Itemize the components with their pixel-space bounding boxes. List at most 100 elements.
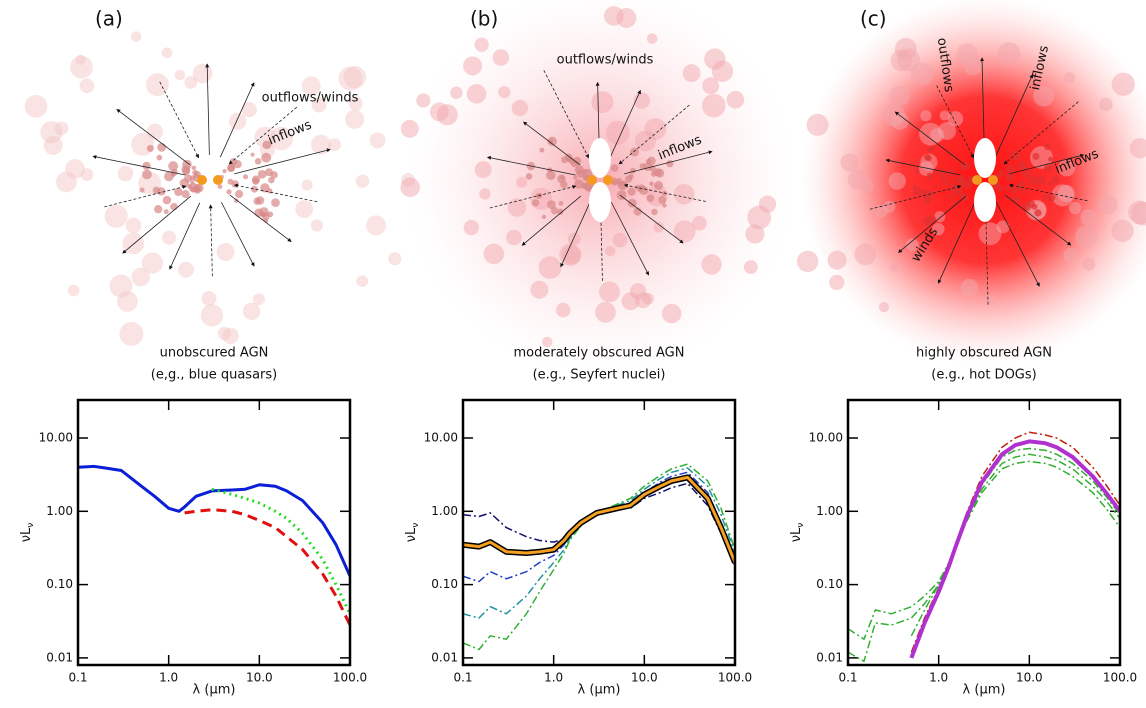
series-line	[848, 460, 1120, 663]
cloud	[265, 168, 273, 177]
series-line	[184, 508, 350, 626]
x-axis-label: λ (μm)	[578, 683, 621, 698]
plot-frame	[76, 398, 352, 667]
flow-arrow	[609, 89, 641, 158]
cloud	[154, 204, 163, 214]
cloud	[400, 119, 419, 138]
cloud	[854, 243, 877, 266]
cloud	[673, 220, 696, 243]
cloud	[174, 187, 183, 197]
flow-arrow	[116, 109, 191, 166]
cloud	[933, 184, 938, 189]
plot	[848, 431, 1120, 663]
cloud	[301, 76, 321, 96]
cloud	[146, 144, 154, 152]
cloud	[574, 165, 584, 175]
x-axis-label: λ (μm)	[193, 683, 236, 698]
cloud	[222, 169, 227, 174]
cloud	[109, 274, 133, 298]
cloud	[269, 126, 294, 151]
cloud	[184, 76, 198, 89]
cloud	[936, 167, 946, 177]
cloud	[161, 47, 173, 59]
cloud	[1036, 175, 1047, 186]
cloud	[125, 217, 142, 234]
cloud	[646, 194, 655, 203]
y-tick-label: 0.01	[431, 650, 458, 664]
cloud	[939, 110, 950, 121]
cloud	[796, 250, 819, 273]
flow-arrow	[219, 82, 255, 158]
cloud	[920, 110, 932, 122]
cloud	[926, 155, 932, 162]
cloud	[474, 37, 489, 52]
flow-arrow	[598, 204, 603, 281]
cloud	[997, 185, 1005, 193]
cloud	[217, 326, 232, 341]
cloud	[1068, 201, 1082, 215]
cloud	[146, 123, 164, 140]
plot	[463, 463, 735, 651]
cloud	[743, 260, 758, 275]
flow-arrow	[1009, 153, 1085, 175]
cloud	[905, 238, 919, 252]
cloud	[1022, 190, 1027, 195]
nucleus	[972, 175, 982, 185]
x-tick-label: 100.0	[718, 671, 752, 685]
diagrams: (a)outflows/windsinflows(b)outflows/wind…	[24, 0, 1146, 375]
flow-arrow	[1004, 194, 1072, 246]
flow-arrow	[521, 195, 582, 246]
y-axis-label-sub: ν	[26, 523, 36, 528]
cloud	[492, 49, 510, 66]
cloud	[516, 176, 528, 188]
cloud	[164, 171, 174, 182]
series-line	[910, 447, 1120, 637]
cloud	[704, 48, 726, 70]
y-axis-label: νLν	[404, 523, 421, 543]
flow-arrow	[229, 194, 292, 242]
cloud	[829, 274, 845, 291]
y-tick-label: 0.01	[816, 650, 843, 664]
cloud	[603, 6, 624, 26]
cloud	[345, 109, 365, 129]
annotation: outflows/winds	[262, 91, 359, 106]
cloud	[474, 161, 492, 179]
chart-title: moderately obscured AGN	[514, 346, 685, 361]
flow-arrow	[619, 194, 684, 244]
cloud	[644, 118, 667, 140]
cloud	[956, 175, 965, 185]
flow-arrow	[122, 195, 192, 254]
cloud	[70, 55, 93, 79]
cloud	[257, 170, 267, 179]
cloud	[1030, 146, 1053, 169]
cloud	[241, 102, 257, 118]
x-axis-label: λ (μm)	[963, 683, 1006, 698]
cloud	[235, 190, 244, 199]
cloud	[582, 169, 588, 174]
cloud	[142, 161, 151, 170]
cloud	[146, 73, 169, 97]
cloud	[498, 86, 511, 99]
cloud	[227, 163, 236, 172]
cloud	[654, 181, 664, 191]
cloud	[1004, 172, 1015, 183]
cloud	[142, 169, 152, 180]
cone	[589, 138, 611, 178]
cloud	[369, 132, 386, 149]
cloud	[295, 200, 314, 219]
cloud	[1027, 200, 1035, 208]
cloud	[541, 336, 553, 348]
cloud	[930, 145, 936, 151]
cloud	[356, 275, 369, 288]
flow-arrow	[92, 155, 186, 176]
cloud	[574, 179, 584, 189]
flow-arrow	[523, 121, 581, 166]
cloud	[161, 230, 177, 245]
x-tick-label: 10.0	[1016, 671, 1043, 685]
series-line	[211, 487, 350, 615]
flow-arrow	[624, 150, 713, 175]
cloud	[531, 199, 540, 207]
cloud	[550, 206, 559, 215]
cloud	[639, 185, 649, 195]
cloud	[649, 181, 654, 187]
